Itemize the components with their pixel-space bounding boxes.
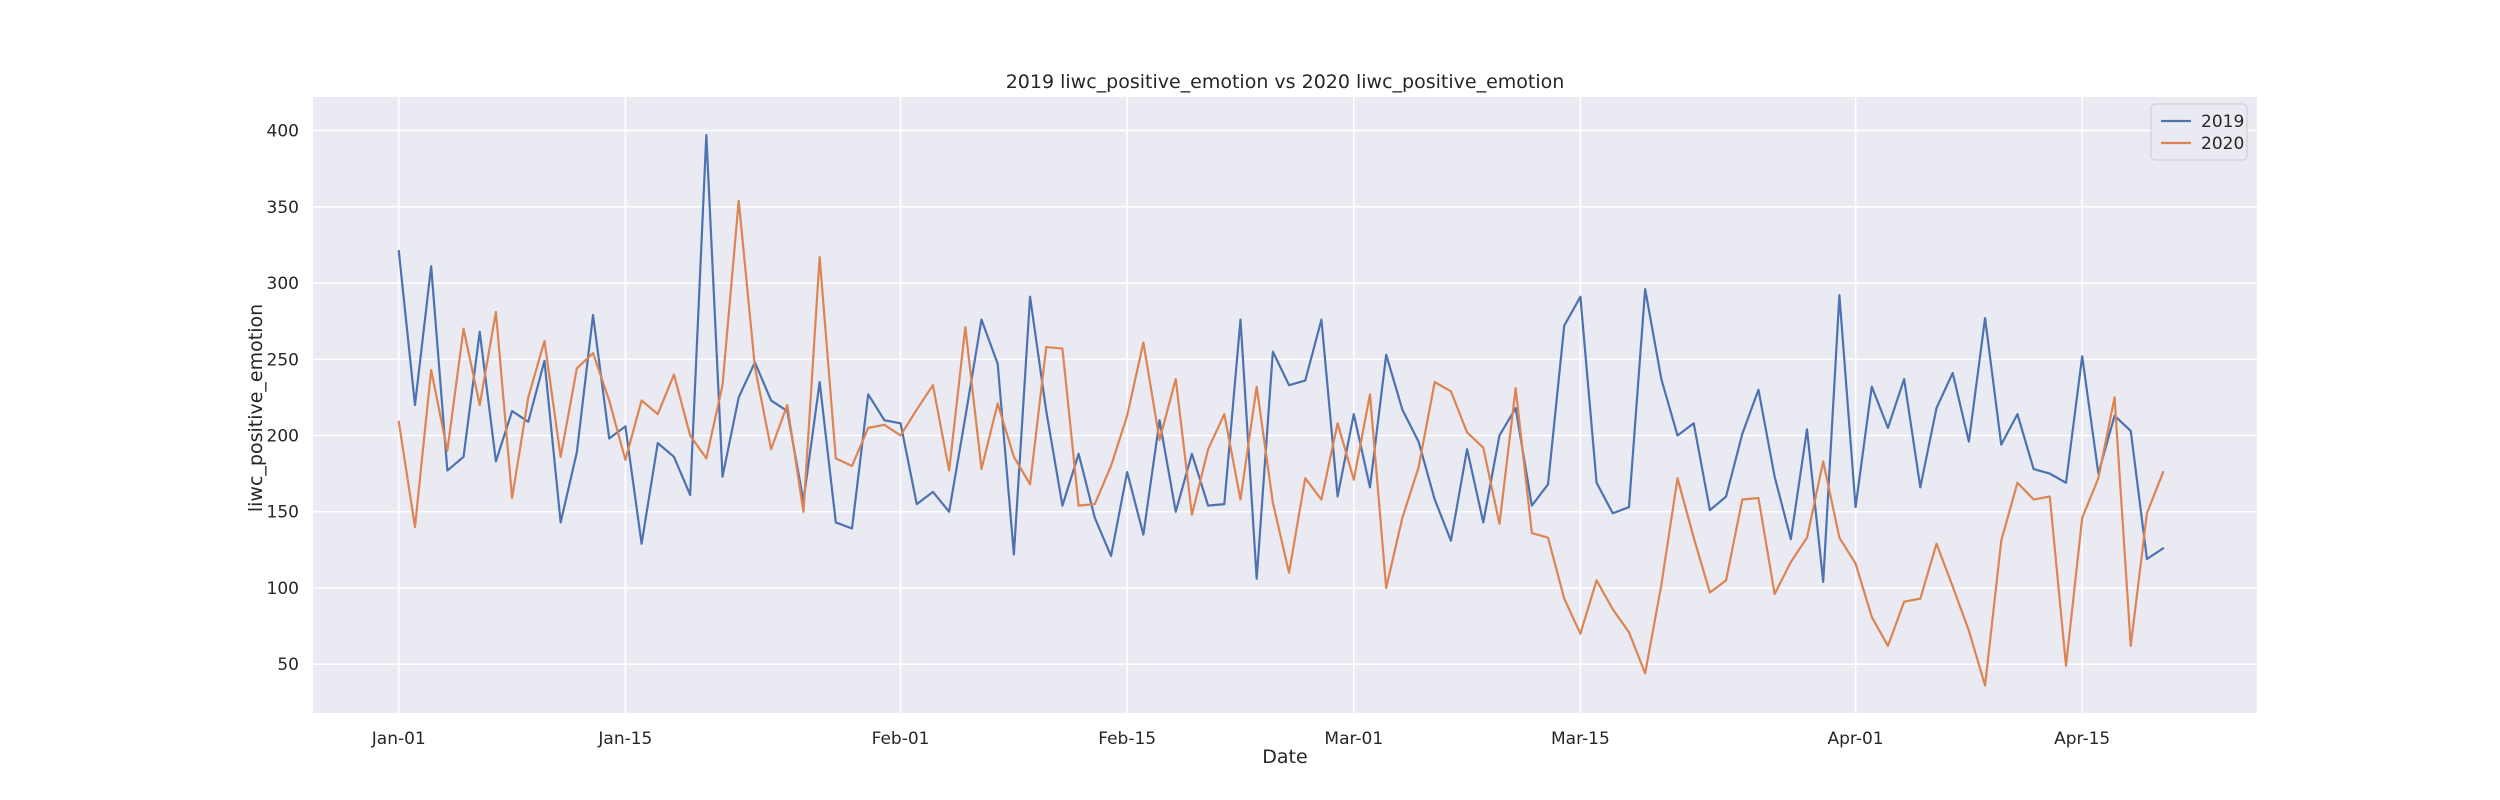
y-tick-label: 100 <box>267 579 299 599</box>
legend-label-2020: 2020 <box>2201 134 2244 154</box>
y-tick-label: 50 <box>277 655 299 675</box>
x-axis: Jan-01 Jan-15 Feb-01 Feb-15 Mar-01 Mar-15 Apr-… <box>371 729 2110 749</box>
chart-title: 2019 liwc_positive_emotion vs 2020 liwc_… <box>1006 71 1565 93</box>
x-tick-label: Mar-15 <box>1551 729 1610 749</box>
series-layer <box>397 134 2165 687</box>
x-tick-label: Apr-01 <box>1828 729 1884 749</box>
x-tick-label: Feb-01 <box>872 729 930 749</box>
y-tick-label: 250 <box>267 350 299 370</box>
y-tick-label: 400 <box>267 122 299 142</box>
x-tick-label: Apr-15 <box>2054 729 2110 749</box>
x-tick-label: Jan-01 <box>371 729 426 749</box>
x-tick-label: Jan-15 <box>597 729 652 749</box>
plot-area <box>313 97 2257 713</box>
y-tick-label: 200 <box>267 426 299 446</box>
x-tick-label: Mar-01 <box>1324 729 1383 749</box>
x-tick-label: Feb-15 <box>1098 729 1156 749</box>
legend-label-2019: 2019 <box>2201 112 2244 132</box>
y-tick-label: 300 <box>267 274 299 294</box>
y-tick-label: 350 <box>267 198 299 218</box>
y-axis-title: liwc_positive_emotion <box>245 304 267 512</box>
x-axis-title: Date <box>1262 746 1307 768</box>
y-axis: 50 100 150 200 250 300 350 400 <box>267 122 299 676</box>
series-line-2019 <box>397 134 2165 583</box>
y-tick-label: 150 <box>267 503 299 523</box>
legend-box <box>2150 103 2248 161</box>
series-line-2020 <box>397 199 2165 687</box>
